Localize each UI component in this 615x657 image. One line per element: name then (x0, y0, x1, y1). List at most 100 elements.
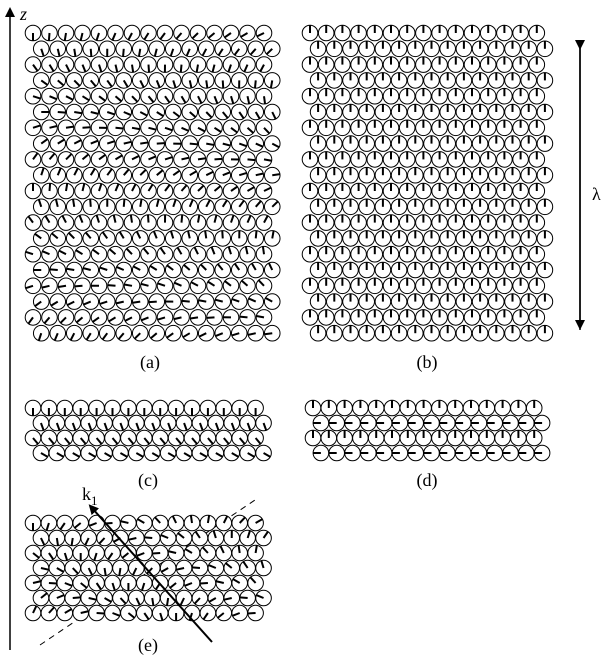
director (148, 215, 149, 223)
director (131, 215, 132, 223)
director (265, 333, 273, 334)
director (264, 159, 272, 160)
director (124, 199, 125, 207)
director (140, 142, 148, 143)
director (239, 545, 240, 553)
molecule (81, 445, 97, 461)
molecule (165, 73, 181, 89)
director (57, 538, 58, 546)
director (192, 567, 200, 568)
director (97, 613, 105, 614)
panel-label: (b) (417, 352, 438, 373)
lambda-label: λ (592, 184, 601, 204)
director (73, 597, 81, 598)
director (182, 215, 183, 223)
panel-label: (a) (140, 352, 160, 373)
director (256, 231, 257, 239)
director (248, 613, 256, 614)
director (263, 246, 264, 254)
director (200, 583, 208, 584)
director (132, 65, 133, 73)
director (149, 65, 150, 73)
director (205, 231, 206, 239)
director (67, 269, 75, 270)
director (49, 583, 57, 584)
molecule (248, 294, 264, 310)
director (66, 183, 67, 191)
director (74, 49, 75, 57)
director (140, 199, 141, 207)
molecule (149, 73, 165, 89)
molecule (33, 73, 49, 89)
director (149, 302, 157, 303)
k-symbol: k (82, 484, 91, 504)
director (58, 286, 66, 287)
director (272, 231, 273, 239)
director (190, 144, 198, 145)
director (264, 96, 265, 104)
director (50, 269, 58, 270)
director (119, 568, 120, 576)
panel-label: (c) (138, 470, 158, 491)
director (73, 199, 74, 207)
molecule (182, 73, 198, 89)
k-label: k1 (82, 484, 98, 508)
director (255, 80, 256, 88)
director (240, 317, 248, 318)
director (167, 598, 168, 606)
k-subscript: 1 (91, 493, 98, 508)
director (132, 128, 140, 129)
director (139, 49, 140, 57)
director (105, 568, 106, 576)
director (191, 515, 192, 523)
director (50, 183, 51, 191)
director (197, 65, 198, 73)
director (116, 128, 124, 129)
director (272, 174, 280, 175)
director (123, 49, 124, 57)
molecule (116, 73, 132, 89)
director (199, 300, 207, 301)
molecule (132, 73, 148, 89)
director (83, 127, 91, 128)
director (90, 199, 91, 207)
director (58, 112, 66, 113)
molecule (231, 294, 247, 310)
director (271, 80, 272, 88)
director (248, 159, 256, 160)
director (181, 65, 182, 73)
molecule (81, 560, 97, 576)
director (66, 127, 74, 128)
director (152, 553, 160, 554)
director (144, 537, 152, 538)
panel-label: (e) (138, 635, 158, 656)
molecule (89, 575, 105, 591)
director (256, 545, 257, 553)
director (152, 598, 153, 606)
director (72, 538, 73, 546)
director (190, 317, 198, 318)
director (157, 143, 165, 144)
director (256, 316, 264, 317)
panel-label: (d) (417, 470, 438, 491)
director (198, 158, 206, 159)
director (91, 49, 92, 57)
director (198, 215, 199, 223)
molecule (264, 294, 280, 310)
director (65, 33, 66, 41)
director (208, 515, 209, 523)
molecule (81, 415, 97, 431)
director (74, 112, 82, 113)
director (108, 285, 116, 286)
director (182, 301, 190, 302)
director (124, 285, 132, 286)
figure: z λ k1 (a) (b) (c) (d) (e) (0, 0, 615, 657)
director (206, 144, 214, 145)
z-label: z (19, 4, 27, 24)
director (133, 302, 141, 303)
molecule (99, 73, 115, 89)
director (206, 80, 207, 88)
director (240, 597, 248, 598)
director (49, 33, 50, 41)
molecule (81, 590, 97, 606)
